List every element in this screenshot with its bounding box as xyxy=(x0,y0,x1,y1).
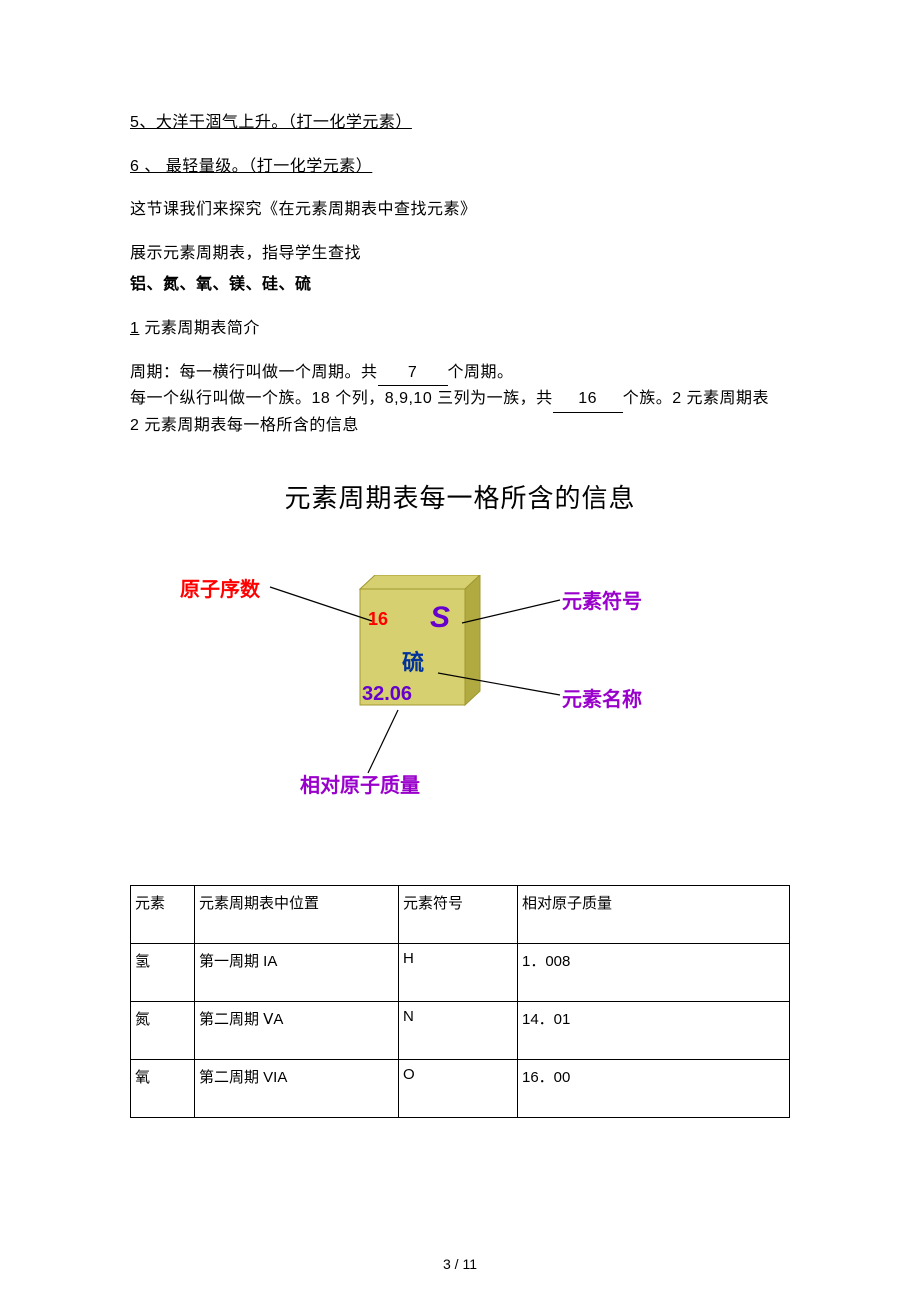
group-line: 每一个纵行叫做一个族。18 个列，8,9,10 三列为一族，共 16 个族。2 … xyxy=(130,386,790,413)
page: 5、大洋干涸气上升。（打一化学元素） 6 、 最轻量级。（打一化学元素） 这节课… xyxy=(0,0,920,1302)
riddle-5: 5、大洋干涸气上升。（打一化学元素） xyxy=(130,110,790,136)
table-row: 氧 第二周期 VIA O 16．00 xyxy=(131,1060,790,1118)
cell-position: 第二周期 ⅤA xyxy=(195,1002,399,1060)
page-number: 3 xyxy=(443,1256,451,1272)
period-after: 个周期。 xyxy=(448,364,514,381)
cell-element: 氢 xyxy=(131,944,195,1002)
period-fill: 7 xyxy=(378,360,448,387)
cell-symbol: H xyxy=(399,944,518,1002)
label-atomic-number: 原子序数 xyxy=(180,573,260,602)
section-1-num: 1 xyxy=(130,320,139,337)
cell-mass: 1．008 xyxy=(518,944,790,1002)
periodic-cell-diagram: 16 S 硫 32.06 原子序数 元素符号 元素名称 相对原子质量 xyxy=(130,545,790,825)
table-header-row: 元素 元素周期表中位置 元素符号 相对原子质量 xyxy=(131,886,790,944)
th-mass: 相对原子质量 xyxy=(518,886,790,944)
riddle-6: 6 、 最轻量级。（打一化学元素） xyxy=(130,154,790,180)
group-fill: 16 xyxy=(553,386,623,413)
cell-symbol: O xyxy=(399,1060,518,1118)
label-symbol: 元素符号 xyxy=(562,585,642,614)
page-total: 11 xyxy=(462,1256,477,1272)
label-name: 元素名称 xyxy=(562,683,642,712)
section-2: 2 元素周期表每一格所含的信息 xyxy=(130,413,790,439)
cell-element: 氮 xyxy=(131,1002,195,1060)
table-row: 氮 第二周期 ⅤA N 14．01 xyxy=(131,1002,790,1060)
cell-element: 氧 xyxy=(131,1060,195,1118)
period-line: 周期：每一横行叫做一个周期。共 7 个周期。 xyxy=(130,360,790,387)
group-after: 个族。2 元素周期表 xyxy=(623,390,769,407)
cell-symbol: S xyxy=(430,601,450,635)
page-sep: / xyxy=(451,1256,463,1272)
page-footer: 3 / 11 xyxy=(0,1256,920,1272)
th-element: 元素 xyxy=(131,886,195,944)
elements-table: 元素 元素周期表中位置 元素符号 相对原子质量 氢 第一周期 IA H 1．00… xyxy=(130,885,790,1118)
group-before: 每一个纵行叫做一个族。18 个列，8,9,10 三列为一族，共 xyxy=(130,390,553,407)
cell-mass: 32.06 xyxy=(362,683,412,706)
section-1-text: 元素周期表简介 xyxy=(139,320,259,337)
cell-symbol: N xyxy=(399,1002,518,1060)
cell-atomic-number: 16 xyxy=(368,609,388,630)
intro-paragraph: 这节课我们来探究《在元素周期表中查找元素》 xyxy=(130,197,790,223)
label-mass: 相对原子质量 xyxy=(300,769,420,798)
section-1: 1 元素周期表简介 xyxy=(130,316,790,342)
period-before: 周期：每一横行叫做一个周期。共 xyxy=(130,364,378,381)
th-position: 元素周期表中位置 xyxy=(195,886,399,944)
cell-position: 第一周期 IA xyxy=(195,944,399,1002)
table-row: 氢 第一周期 IA H 1．008 xyxy=(131,944,790,1002)
diagram-title: 元素周期表每一格所含的信息 xyxy=(130,478,790,515)
cell-name: 硫 xyxy=(402,645,424,677)
show-paragraph: 展示元素周期表，指导学生查找 xyxy=(130,241,790,267)
cell-mass: 16．00 xyxy=(518,1060,790,1118)
th-symbol: 元素符号 xyxy=(399,886,518,944)
elements-list: 铝、氮、氧、镁、硅、硫 xyxy=(130,272,790,298)
cell-position: 第二周期 VIA xyxy=(195,1060,399,1118)
cell-mass: 14．01 xyxy=(518,1002,790,1060)
